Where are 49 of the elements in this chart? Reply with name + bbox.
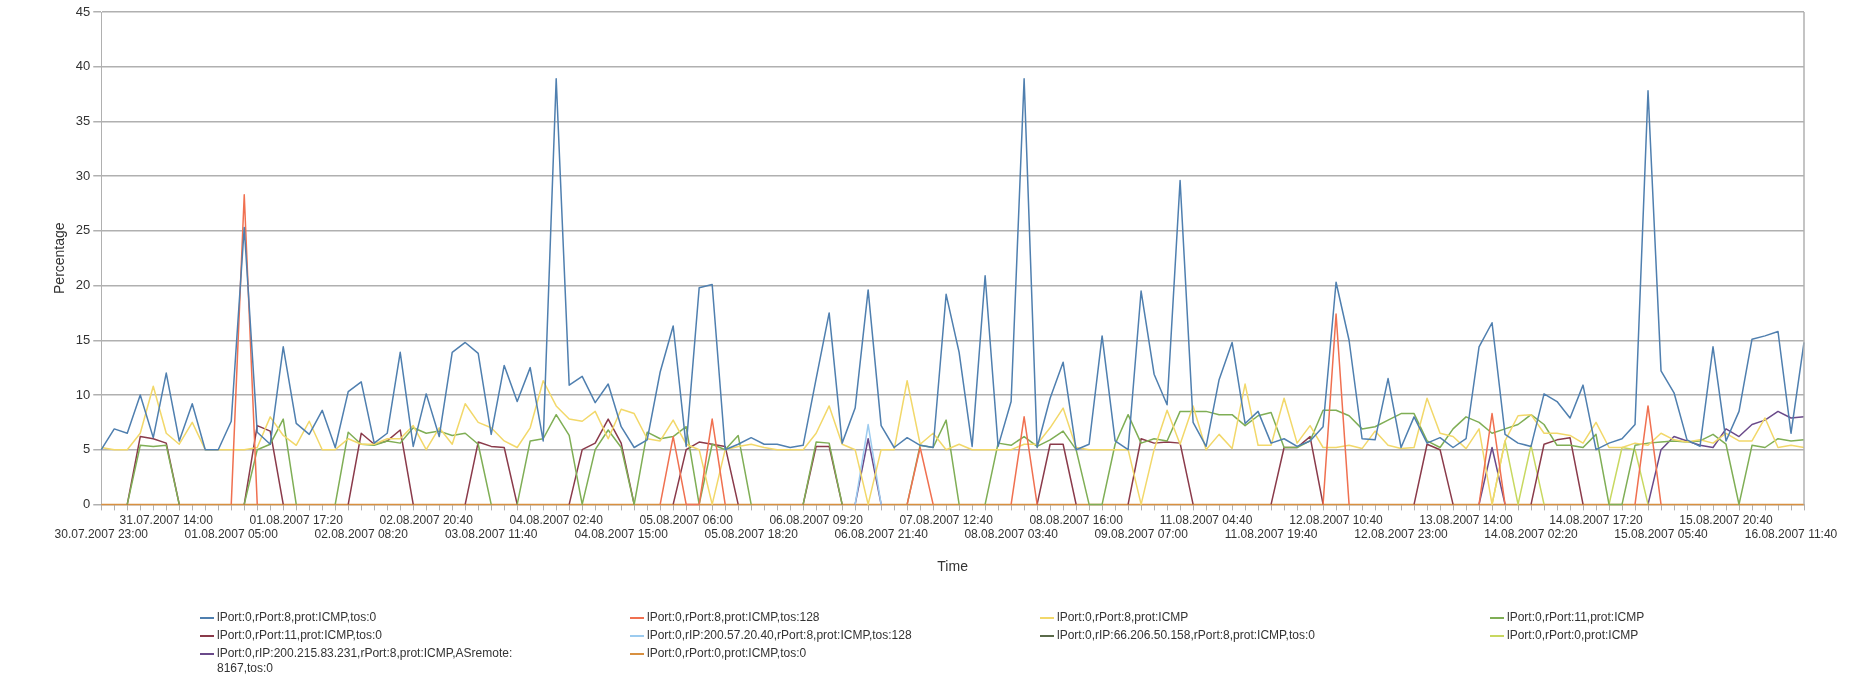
x-tick-label: 02.08.2007 08:20 [314,527,409,542]
x-tick-label: 16.08.2007 11:40 [1744,527,1838,542]
x-tick-label: 04.08.2007 02:40 [509,512,604,527]
x-tick-label: 13.08.2007 14:00 [1419,512,1514,527]
x-tick-label: 01.08.2007 05:00 [184,527,279,542]
legend-label: lPort:0,rPort:8,prot:ICMP [1057,610,1189,625]
x-tick-label: 07.08.2007 12:40 [899,512,994,527]
x-tick-label: 31.07.2007 14:00 [119,512,214,527]
x-tick-label: 03.08.2007 11:40 [444,527,538,542]
legend-label: lPort:0,rPort:8,prot:ICMP,tos:128 [647,610,820,625]
x-tick-label: 08.08.2007 03:40 [964,527,1059,542]
y-tick-label: 25 [75,222,91,238]
legend-label: lPort:0,rIP:200.215.83.231,rPort:8,prot:ICMP,ASremote:8167,tos:0 [217,646,514,676]
x-tick-label: 14.08.2007 17:20 [1549,512,1644,527]
legend-label: lPort:0,rPort:0,prot:ICMP [1507,628,1639,643]
x-tick-label: 11.08.2007 19:40 [1224,527,1318,542]
x-tick-label: 15.08.2007 05:40 [1614,527,1709,542]
x-tick-label: 06.08.2007 21:40 [834,527,929,542]
x-tick-label: 02.08.2007 20:40 [379,512,474,527]
legend-label: lPort:0,rPort:8,prot:ICMP,tos:0 [217,610,377,625]
y-tick-label: 45 [75,3,91,19]
legend-label: lPort:0,rIP:66.206.50.158,rPort:8,prot:ICMP,tos:0 [1057,628,1315,643]
legend-label: lPort:0,rPort:0,prot:ICMP,tos:0 [647,646,807,661]
x-tick-label: 12.08.2007 10:40 [1289,512,1384,527]
x-tick-label: 05.08.2007 18:20 [704,527,799,542]
y-tick-label: 5 [83,441,91,457]
x-tick-label: 06.08.2007 09:20 [769,512,864,527]
x-tick-label: 15.08.2007 20:40 [1679,512,1774,527]
x-tick-label: 14.08.2007 02:20 [1484,527,1579,542]
legend-label: lPort:0,rPort:11,prot:ICMP,tos:0 [217,628,382,643]
x-axis-title: Time [937,558,969,575]
y-tick-label: 10 [75,386,91,402]
y-tick-label: 15 [75,331,91,347]
x-tick-label: 11.08.2007 04:40 [1159,512,1253,527]
x-tick-label: 30.07.2007 23:00 [54,527,149,542]
x-tick-label: 04.08.2007 15:00 [574,527,669,542]
y-tick-label: 35 [75,113,91,128]
y-axis-title: Percentage [51,222,68,294]
legend-label: lPort:0,rIP:200.57.20.40,rPort:8,prot:ICMP,tos:128 [647,628,912,643]
x-tick-label: 08.08.2007 16:00 [1029,512,1124,527]
y-tick-label: 40 [75,58,91,74]
legend-label: lPort:0,rPort:11,prot:ICMP [1507,610,1645,625]
x-tick-label: 01.08.2007 17:20 [249,512,344,527]
y-tick-label: 30 [75,167,91,183]
x-tick-label: 12.08.2007 23:00 [1354,527,1449,542]
y-tick-label: 0 [83,495,91,511]
y-tick-label: 20 [75,277,91,293]
x-tick-label: 05.08.2007 06:00 [639,512,734,527]
x-tick-label: 09.08.2007 07:00 [1094,527,1189,542]
